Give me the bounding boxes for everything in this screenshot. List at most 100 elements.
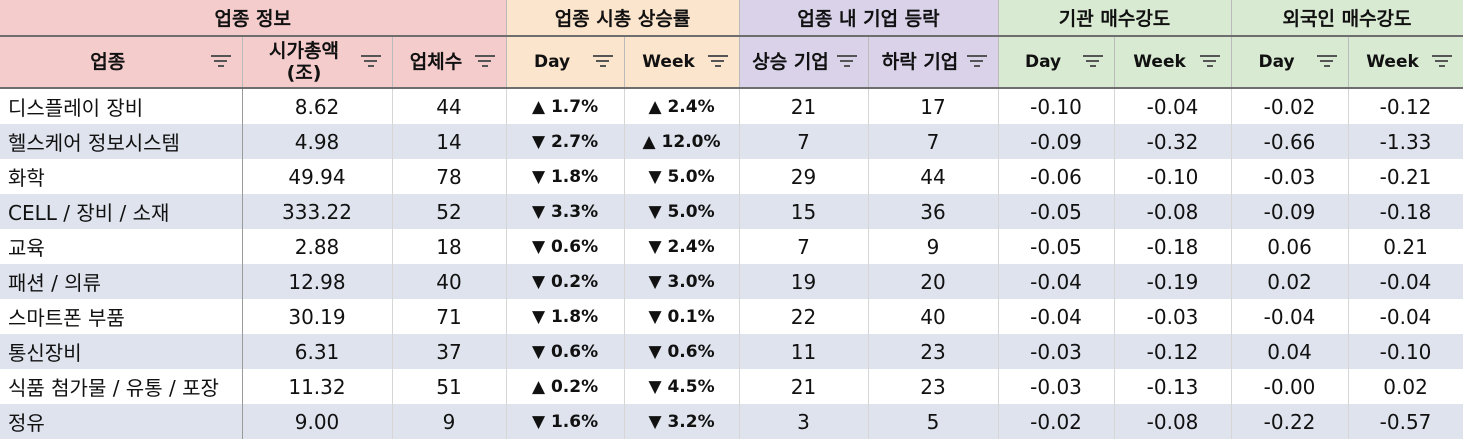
rising-count-cell: 19	[739, 264, 869, 299]
rising-count-cell: 3	[739, 404, 869, 439]
institution-week-cell: -0.08	[1114, 404, 1232, 439]
sector-name-cell: 스마트폰 부품	[0, 299, 243, 334]
institution-day-cell: -0.02	[998, 404, 1115, 439]
col-header-foreign-day: Day	[1231, 36, 1349, 89]
down-arrow-icon: ▼	[648, 236, 668, 257]
percent-value: 2.4%	[667, 236, 715, 257]
column-header-label: Week	[1366, 52, 1419, 72]
percent-value: 2.4%	[667, 96, 715, 117]
institution-week-cell: -0.04	[1114, 88, 1232, 124]
down-arrow-icon: ▼	[531, 306, 551, 327]
table-row[interactable]: 정유 9.00 9 ▼ 1.6% ▼ 3.2% 3 5 -0.02 -0.08 -0.22 -0.5…	[0, 404, 1463, 439]
filter-icon[interactable]	[1431, 55, 1453, 69]
down-arrow-icon: ▼	[648, 306, 668, 327]
institution-day-cell: -0.09	[998, 124, 1115, 159]
column-header-row: 업종 시가총액 (조) 업체수 Day Week 상승 기업 하락 기업 Day Week Day…	[0, 36, 1463, 89]
column-header-label: 업체수	[409, 51, 463, 73]
col-header-rising: 상승 기업	[739, 36, 869, 89]
filter-icon[interactable]	[1199, 55, 1221, 69]
column-header-label: Day	[1258, 52, 1295, 72]
rising-count-cell: 21	[739, 369, 869, 404]
percent-value: 1.6%	[550, 411, 599, 432]
table-row[interactable]: 스마트폰 부품 30.19 71 ▼ 1.8% ▼ 0.1% 22 40 -0.04 -0.03…	[0, 299, 1463, 334]
company-count-cell: 71	[392, 299, 507, 334]
institution-day-cell: -0.03	[998, 369, 1115, 404]
filter-icon[interactable]	[210, 55, 232, 69]
percent-value: 3.2%	[667, 411, 715, 432]
cap-change-week-cell: ▼ 5.0%	[624, 159, 740, 194]
cap-change-week-cell: ▼ 3.2%	[624, 404, 740, 439]
table-row[interactable]: 교육 2.88 18 ▼ 0.6% ▼ 2.4% 7 9 -0.05 -0.18 0.06 0.21	[0, 229, 1463, 264]
market-cap-cell: 12.98	[242, 264, 393, 299]
down-arrow-icon: ▼	[648, 411, 668, 432]
cap-change-week-cell: ▼ 4.5%	[624, 369, 740, 404]
down-arrow-icon: ▼	[531, 166, 551, 187]
percent-value: 3.3%	[550, 201, 599, 222]
market-cap-cell: 9.00	[242, 404, 393, 439]
foreign-day-cell: -0.03	[1231, 159, 1349, 194]
cap-change-week-cell: ▼ 2.4%	[624, 229, 740, 264]
down-arrow-icon: ▼	[648, 201, 668, 222]
table-row[interactable]: 화학 49.94 78 ▼ 1.8% ▼ 5.0% 29 44 -0.06 -0.10 -0.03…	[0, 159, 1463, 194]
institution-week-cell: -0.19	[1114, 264, 1232, 299]
foreign-week-cell: -0.04	[1348, 299, 1463, 334]
filter-icon[interactable]	[966, 55, 988, 69]
filter-icon[interactable]	[1316, 55, 1338, 69]
up-arrow-icon: ▲	[648, 96, 668, 117]
table-row[interactable]: CELL / 장비 / 소재 333.22 52 ▼ 3.3% ▼ 5.0% 15 36 -0…	[0, 194, 1463, 229]
table-row[interactable]: 패션 / 의류 12.98 40 ▼ 0.2% ▼ 3.0% 19 20 -0.04 -0.19…	[0, 264, 1463, 299]
rising-count-cell: 22	[739, 299, 869, 334]
filter-icon[interactable]	[474, 55, 496, 69]
company-count-cell: 18	[392, 229, 507, 264]
sector-name-cell: 식품 첨가물 / 유통 / 포장	[0, 369, 243, 404]
table-row[interactable]: 통신장비 6.31 37 ▼ 0.6% ▼ 0.6% 11 23 -0.03 -0.12 0.04…	[0, 334, 1463, 369]
foreign-week-cell: -1.33	[1348, 124, 1463, 159]
group-header-institution: 기관 매수강도	[998, 0, 1232, 37]
down-arrow-icon: ▼	[648, 271, 668, 292]
up-arrow-icon: ▲	[531, 96, 551, 117]
sector-name-cell: 디스플레이 장비	[0, 88, 243, 124]
col-header-inst-day: Day	[998, 36, 1115, 89]
sector-name-cell: 패션 / 의류	[0, 264, 243, 299]
company-count-cell: 14	[392, 124, 507, 159]
institution-day-cell: -0.06	[998, 159, 1115, 194]
down-arrow-icon: ▼	[531, 131, 551, 152]
down-arrow-icon: ▼	[648, 341, 668, 362]
foreign-day-cell: -0.02	[1231, 88, 1349, 124]
table-row[interactable]: 식품 첨가물 / 유통 / 포장 11.32 51 ▲ 0.2% ▼ 4.5% 21 23-…	[0, 369, 1463, 404]
foreign-day-cell: -0.00	[1231, 369, 1349, 404]
company-count-cell: 78	[392, 159, 507, 194]
filter-icon[interactable]	[360, 55, 382, 69]
falling-count-cell: 7	[868, 124, 999, 159]
institution-week-cell: -0.12	[1114, 334, 1232, 369]
sector-name-cell: 통신장비	[0, 334, 243, 369]
up-arrow-icon: ▲	[642, 131, 662, 152]
sector-name-cell: 정유	[0, 404, 243, 439]
percent-value: 5.0%	[667, 201, 715, 222]
column-header-label: 하락 기업	[881, 51, 959, 73]
table-row[interactable]: 디스플레이 장비 8.62 44 ▲ 1.7% ▲ 2.4% 21 17 -0.10 -0.04…	[0, 88, 1463, 124]
down-arrow-icon: ▼	[531, 411, 551, 432]
foreign-day-cell: -0.22	[1231, 404, 1349, 439]
rising-count-cell: 11	[739, 334, 869, 369]
filter-icon[interactable]	[1082, 55, 1104, 69]
percent-value: 0.6%	[550, 341, 599, 362]
falling-count-cell: 23	[868, 334, 999, 369]
foreign-day-cell: -0.09	[1231, 194, 1349, 229]
filter-icon[interactable]	[592, 55, 614, 69]
col-header-market-cap: 시가총액 (조)	[242, 36, 393, 89]
market-cap-cell: 333.22	[242, 194, 393, 229]
falling-count-cell: 36	[868, 194, 999, 229]
percent-value: 1.8%	[550, 306, 599, 327]
rising-count-cell: 7	[739, 229, 869, 264]
rising-count-cell: 21	[739, 88, 869, 124]
institution-day-cell: -0.03	[998, 334, 1115, 369]
filter-icon[interactable]	[707, 55, 729, 69]
percent-value: 1.7%	[550, 96, 599, 117]
filter-icon[interactable]	[836, 55, 858, 69]
foreign-week-cell: 0.21	[1348, 229, 1463, 264]
foreign-day-cell: -0.66	[1231, 124, 1349, 159]
market-cap-cell: 30.19	[242, 299, 393, 334]
table-row[interactable]: 헬스케어 정보시스템 4.98 14 ▼ 2.7% ▲ 12.0% 7 7 -0.09 -0.3…	[0, 124, 1463, 159]
